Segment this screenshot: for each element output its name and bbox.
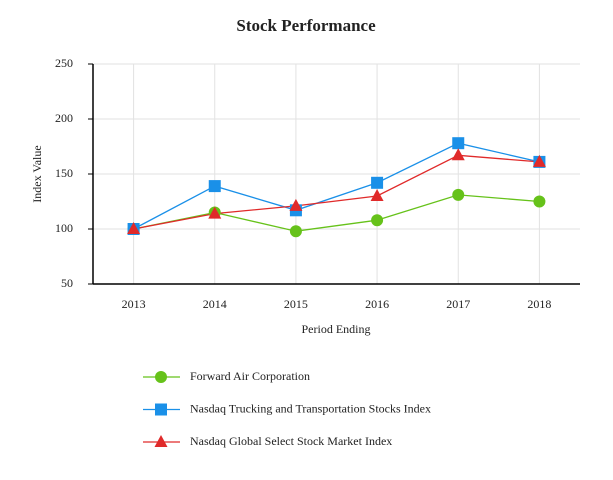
marker [289, 225, 302, 238]
legend-label: Nasdaq Trucking and Transportation Stock… [190, 401, 431, 415]
y-tick-label: 150 [55, 166, 73, 180]
chart-title: Stock Performance [236, 16, 376, 35]
marker [371, 214, 384, 227]
series-line [133, 194, 540, 232]
legend-marker [155, 403, 167, 416]
marker [208, 206, 222, 219]
marker [370, 189, 384, 201]
marker [127, 222, 141, 234]
marker [452, 188, 465, 201]
x-tick-label: 2017 [446, 297, 470, 311]
legend-label: Nasdaq Global Select Stock Market Index [190, 434, 392, 448]
y-axis-label: Index Value [30, 145, 44, 202]
x-tick-label: 2014 [203, 297, 227, 311]
y-tick-label: 50 [61, 276, 73, 290]
marker [289, 198, 303, 211]
series-line [133, 142, 540, 230]
x-axis-label: Period Ending [302, 322, 371, 336]
marker [371, 176, 384, 189]
marker [452, 137, 465, 150]
x-tick-label: 2018 [527, 297, 551, 311]
legend-marker [155, 371, 167, 383]
marker [533, 195, 546, 208]
marker [208, 180, 221, 193]
x-tick-label: 2013 [122, 297, 146, 311]
legend-marker [154, 435, 168, 447]
x-tick-label: 2015 [284, 297, 308, 311]
legend-label: Forward Air Corporation [190, 369, 310, 383]
x-tick-label: 2016 [365, 297, 389, 311]
y-tick-label: 100 [55, 221, 73, 235]
y-tick-label: 250 [55, 56, 73, 70]
y-tick-label: 200 [55, 111, 73, 125]
series-line [133, 154, 540, 230]
marker [532, 154, 546, 167]
marker [451, 148, 465, 161]
